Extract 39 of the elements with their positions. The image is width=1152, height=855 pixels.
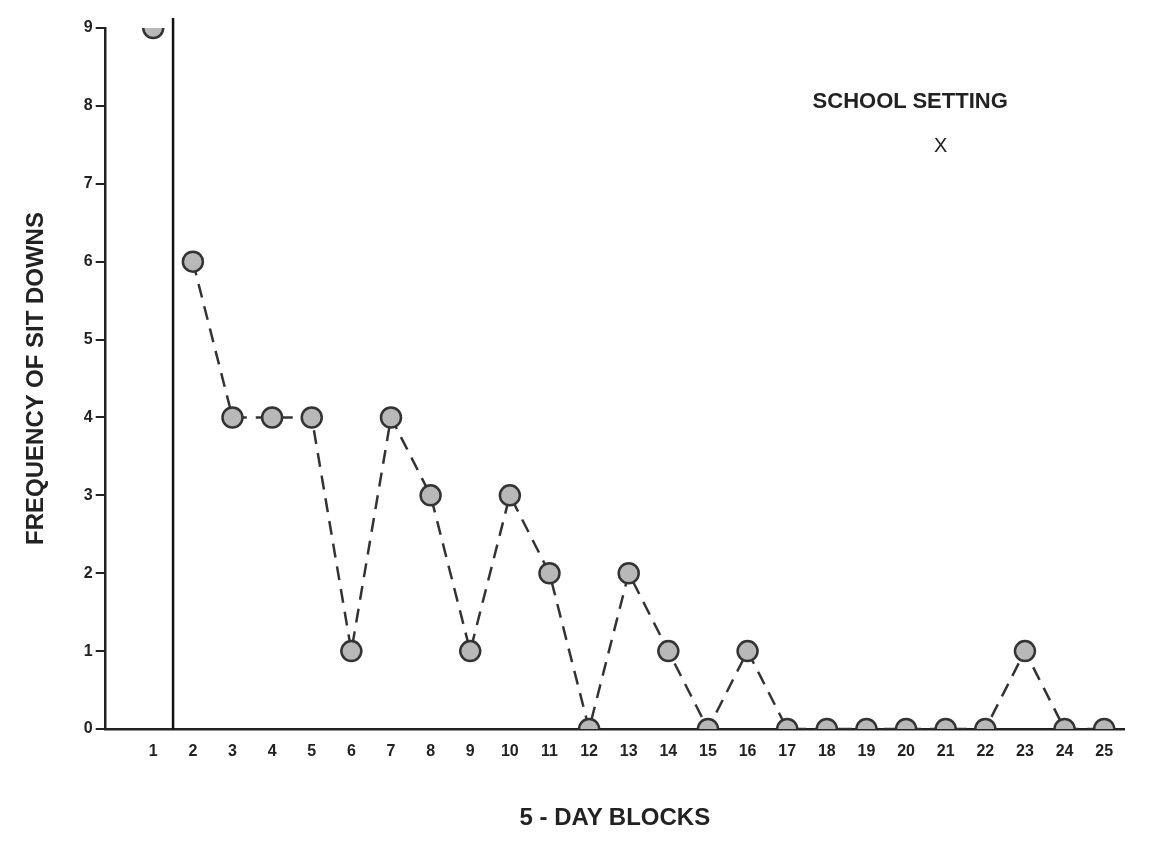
x-tick-label: 5 [307, 742, 317, 760]
x-tick-label: 22 [976, 742, 995, 760]
y-tick-label: 0 [83, 719, 93, 737]
x-tick-label: 10 [500, 742, 519, 760]
x-tick-label: 16 [738, 742, 757, 760]
x-tick-label: 20 [897, 742, 916, 760]
x-tick-label: 24 [1055, 742, 1074, 760]
x-tick-label: 14 [659, 742, 678, 760]
x-tick-label: 2 [188, 742, 198, 760]
x-tick-label: 1 [148, 742, 158, 760]
x-axis-title: 5 - DAY BLOCKS [519, 803, 711, 831]
x-tick-label: 9 [465, 742, 475, 760]
y-tick-label: 1 [83, 641, 93, 659]
y-tick-label: 7 [83, 174, 93, 192]
x-tick-label: 11 [541, 742, 559, 760]
x-tick-label: 25 [1095, 742, 1114, 760]
x-tick-label: 3 [228, 742, 238, 760]
x-tick-label: 17 [778, 742, 797, 760]
y-axis-title: FREQUENCY OF SIT DOWNS [21, 212, 49, 545]
x-tick-label: 18 [817, 742, 836, 760]
x-tick-label: 21 [936, 742, 955, 760]
y-tick-label: 5 [83, 329, 93, 347]
x-tick-label: 19 [857, 742, 876, 760]
x-tick-label: 7 [386, 742, 396, 760]
annotation: SCHOOL SETTING [812, 88, 1008, 113]
y-tick-label: 4 [83, 407, 93, 425]
y-tick-label: 6 [83, 252, 93, 270]
y-tick-label: 9 [83, 18, 93, 36]
x-tick-label: 4 [267, 742, 277, 760]
x-tick-label: 15 [699, 742, 717, 760]
y-tick-label: 2 [83, 563, 93, 581]
x-tick-label: 12 [580, 742, 599, 760]
x-tick-label: 23 [1016, 742, 1034, 760]
x-tick-label: 13 [619, 742, 638, 760]
x-tick-label: 6 [346, 742, 356, 760]
x-tick-label: 8 [426, 742, 436, 760]
y-tick-label: 3 [83, 485, 93, 503]
y-tick-label: 8 [83, 96, 93, 114]
annotation: X [934, 134, 948, 156]
